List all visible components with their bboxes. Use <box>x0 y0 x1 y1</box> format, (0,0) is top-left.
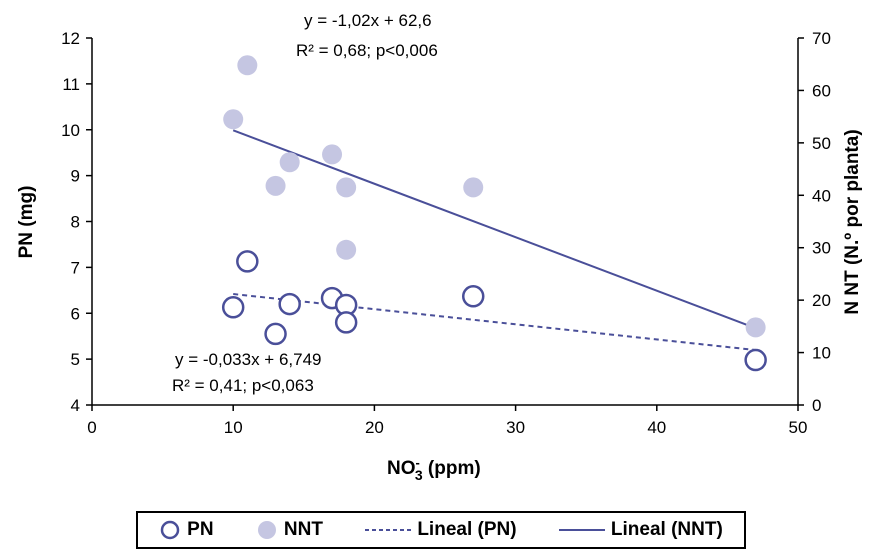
legend-item-pn: PN <box>159 519 214 541</box>
legend-item-lineal-pn: Lineal (PN) <box>365 519 517 541</box>
x-tick-label: 0 <box>87 418 96 437</box>
y-left-tick-label: 5 <box>71 350 80 369</box>
nnt-trendline <box>232 129 756 330</box>
nnt-point <box>463 177 484 198</box>
y-right-tick-label: 0 <box>812 396 821 415</box>
ticks: 0 10 20 30 40 50 4 5 6 7 8 9 10 11 12 0 10 20 30 40 50 60 70 <box>61 29 831 437</box>
legend-item-lineal-nnt: Lineal (NNT) <box>558 519 723 541</box>
x-tick-label: 50 <box>789 418 808 437</box>
x-tick-label: 40 <box>647 418 666 437</box>
nnt-point <box>336 239 357 260</box>
nnt-equation: y = -1,02x + 62,6 <box>304 11 432 30</box>
legend-label-lineal-pn: Lineal (PN) <box>417 519 517 540</box>
open-circle-icon <box>160 520 180 540</box>
nnt-point <box>745 317 766 338</box>
y-left-tick-label: 4 <box>71 396 80 415</box>
x-axis-title-rest: (ppm) <box>423 458 481 479</box>
y-left-tick-label: 11 <box>62 75 80 94</box>
legend-label-pn: PN <box>187 519 214 540</box>
nnt-point <box>223 109 244 130</box>
x-tick-label: 10 <box>224 418 243 437</box>
y-left-tick-label: 12 <box>61 29 80 48</box>
y-right-tick-label: 30 <box>812 239 831 258</box>
y-right-axis-title: N NT (N.º por planta) <box>842 129 863 314</box>
x-axis-title-sub: 3 <box>415 467 423 483</box>
pn-stats: R² = 0,41; p<0,063 <box>172 376 314 395</box>
chart: 0 10 20 30 40 50 4 5 6 7 8 9 10 11 12 0 10 20 30 40 50 60 70 y… <box>16 11 863 483</box>
x-tick-label: 30 <box>506 418 525 437</box>
pn-point <box>278 292 301 316</box>
dashed-line-icon <box>365 529 412 531</box>
y-left-tick-label: 9 <box>71 167 80 186</box>
points <box>221 55 767 372</box>
pn-trendline <box>233 293 756 352</box>
y-right-tick-label: 20 <box>812 291 831 310</box>
y-right-tick-label: 60 <box>812 81 831 100</box>
legend: PN NNT Lineal (PN) Lineal (NNT) <box>136 511 746 549</box>
y-left-tick-label: 8 <box>71 213 80 232</box>
x-axis-title-main: NO <box>387 458 416 479</box>
pn-point <box>461 285 485 308</box>
trendlines <box>232 129 756 352</box>
nnt-point <box>237 55 258 76</box>
pn-point <box>264 322 287 346</box>
pn-point <box>334 311 358 334</box>
y-left-tick-label: 7 <box>71 258 80 277</box>
x-axis-title-sup: - <box>416 455 420 470</box>
nnt-point <box>265 175 286 196</box>
y-left-axis-title: PN (mg) <box>16 186 37 259</box>
legend-label-lineal-nnt: Lineal (NNT) <box>610 519 723 540</box>
pn-point <box>236 250 259 273</box>
pn-equation: y = -0,033x + 6,749 <box>175 350 322 369</box>
x-axis-title: NO-3 (ppm) <box>387 455 481 483</box>
nnt-point <box>279 152 300 173</box>
solid-line-icon <box>558 529 605 531</box>
nnt-point <box>322 144 343 165</box>
y-right-tick-label: 50 <box>812 134 831 153</box>
y-right-tick-label: 10 <box>812 344 831 363</box>
y-left-tick-label: 6 <box>71 304 80 323</box>
pn-point <box>221 296 245 319</box>
nnt-stats: R² = 0,68; p<0,006 <box>296 41 438 60</box>
nnt-point <box>336 177 357 198</box>
y-right-tick-label: 70 <box>812 29 831 48</box>
x-tick-label: 20 <box>365 418 384 437</box>
y-left-tick-label: 10 <box>61 121 80 140</box>
pn-point <box>744 348 767 372</box>
legend-label-nnt: NNT <box>283 519 323 540</box>
y-right-tick-label: 40 <box>812 186 831 205</box>
filled-circle-icon <box>257 521 276 539</box>
legend-item-nnt: NNT <box>256 519 323 541</box>
